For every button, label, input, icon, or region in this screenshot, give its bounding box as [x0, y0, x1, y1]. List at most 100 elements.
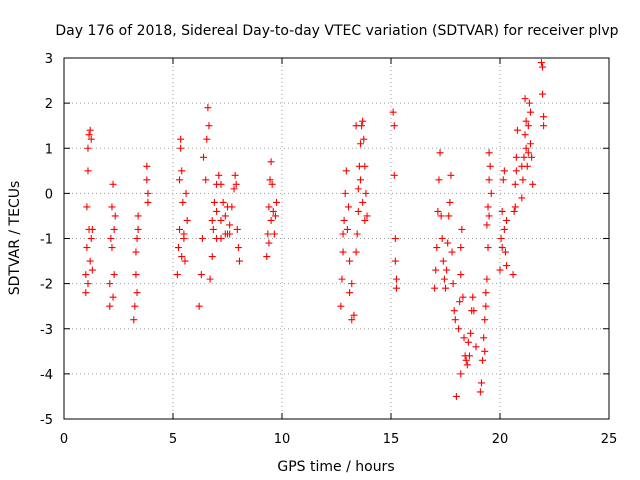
data-point — [111, 212, 119, 220]
y-axis-label: SDTVAR / TECUs — [7, 181, 23, 296]
data-point — [455, 325, 463, 333]
data-point — [521, 95, 529, 103]
data-point — [500, 225, 508, 233]
data-point — [350, 311, 358, 319]
data-point — [342, 167, 350, 175]
data-point — [130, 316, 138, 324]
data-point — [511, 203, 519, 211]
data-point — [354, 185, 362, 193]
data-point — [265, 203, 273, 211]
data-point — [132, 248, 140, 256]
y-tick-label: 0 — [45, 187, 53, 202]
data-points — [82, 59, 548, 400]
data-point — [181, 257, 189, 265]
data-point — [83, 244, 91, 252]
data-point — [479, 356, 487, 364]
axes: 0 5 10 15 20 25 -5 -4 -3 -2 -1 0 1 2 3 — [40, 52, 617, 447]
data-point — [457, 370, 465, 378]
data-point — [518, 162, 526, 170]
data-point — [195, 302, 203, 310]
data-point — [109, 180, 117, 188]
data-point — [361, 216, 369, 224]
data-point — [340, 216, 348, 224]
data-point — [82, 289, 90, 297]
data-point — [341, 189, 349, 197]
data-point — [456, 298, 464, 306]
data-point — [230, 185, 238, 193]
data-point — [215, 171, 223, 179]
data-point — [356, 176, 364, 184]
data-point — [520, 153, 528, 161]
x-tick-label: 0 — [60, 432, 68, 447]
data-point — [133, 235, 141, 242]
y-tick-label: -5 — [40, 413, 53, 428]
data-point — [86, 126, 94, 134]
data-point — [464, 338, 472, 346]
data-point — [354, 207, 362, 215]
data-point — [264, 230, 272, 238]
data-point — [513, 126, 521, 134]
data-point — [204, 104, 212, 112]
data-point — [352, 248, 360, 256]
data-point — [205, 122, 213, 130]
data-point — [437, 212, 445, 220]
data-point — [231, 171, 239, 179]
data-point — [436, 149, 444, 157]
data-point — [482, 289, 490, 297]
data-point — [390, 171, 398, 179]
data-point — [267, 158, 275, 166]
data-point — [392, 284, 400, 292]
data-point — [361, 162, 369, 170]
data-point — [84, 280, 92, 288]
data-point — [529, 180, 537, 188]
data-point — [270, 230, 278, 238]
data-point — [483, 275, 491, 283]
data-point — [539, 63, 547, 71]
data-point — [83, 203, 91, 211]
data-point — [197, 271, 205, 279]
data-point — [226, 230, 234, 238]
data-point — [527, 108, 535, 116]
data-point — [467, 329, 475, 337]
data-point — [87, 135, 95, 143]
data-point — [439, 257, 447, 265]
data-point — [263, 253, 271, 261]
data-point — [86, 257, 94, 265]
data-point — [180, 230, 188, 238]
data-point — [178, 167, 186, 175]
data-point — [346, 289, 354, 297]
data-point — [362, 189, 370, 197]
data-point — [143, 162, 151, 170]
data-point — [208, 216, 216, 224]
data-point — [132, 271, 140, 279]
data-point — [106, 280, 114, 288]
data-point — [392, 275, 400, 283]
data-point — [447, 171, 455, 179]
data-point — [200, 153, 208, 161]
data-point — [144, 189, 152, 197]
data-point — [268, 180, 276, 188]
data-point — [177, 135, 185, 143]
data-point — [509, 271, 517, 279]
y-tick-label: -3 — [40, 323, 53, 338]
data-point — [217, 180, 225, 188]
data-point — [108, 244, 116, 252]
data-point — [202, 176, 210, 184]
data-point — [487, 189, 495, 197]
data-point — [521, 131, 529, 139]
data-point — [432, 266, 440, 274]
data-point — [446, 198, 454, 206]
data-point — [273, 198, 281, 206]
data-point — [206, 275, 214, 283]
data-point — [217, 216, 225, 224]
x-tick-label: 5 — [169, 432, 177, 447]
data-point — [131, 302, 139, 310]
data-point — [451, 316, 459, 324]
data-point — [500, 167, 508, 175]
data-point — [470, 307, 478, 315]
data-point — [457, 244, 465, 252]
data-point — [221, 212, 229, 220]
data-point — [210, 198, 218, 206]
data-point — [339, 248, 347, 256]
